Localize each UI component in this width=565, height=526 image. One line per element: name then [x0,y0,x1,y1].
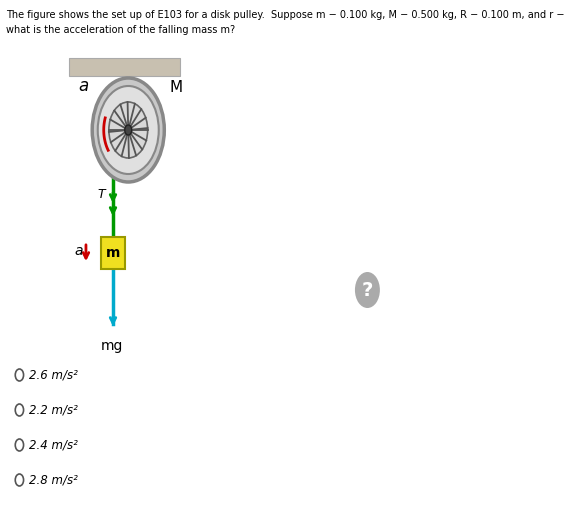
Circle shape [15,474,24,486]
Circle shape [15,404,24,416]
Text: m: m [106,246,120,260]
Circle shape [92,78,164,182]
Text: 2.4 m/s²: 2.4 m/s² [29,439,78,451]
Circle shape [15,439,24,451]
Text: a: a [79,77,89,95]
Text: what is the acceleration of the falling mass m?: what is the acceleration of the falling … [6,25,234,35]
Text: ?: ? [362,280,373,299]
Text: 2.2 m/s²: 2.2 m/s² [29,403,78,417]
Text: T: T [97,187,105,200]
Text: r: r [137,117,141,127]
Text: mg: mg [101,339,123,353]
Text: The figure shows the set up of E103 for a disk pulley.  Suppose m − 0.100 kg, M : The figure shows the set up of E103 for … [6,10,565,20]
Circle shape [15,369,24,381]
Circle shape [98,86,159,174]
Text: M: M [170,80,183,96]
Bar [69,58,180,76]
Text: R: R [107,156,114,166]
Text: 2.6 m/s²: 2.6 m/s² [29,369,78,381]
Text: a: a [75,244,83,258]
Text: 2.8 m/s²: 2.8 m/s² [29,473,78,487]
Circle shape [109,102,147,158]
Bar [101,237,125,269]
Circle shape [355,272,380,308]
Circle shape [125,125,132,135]
